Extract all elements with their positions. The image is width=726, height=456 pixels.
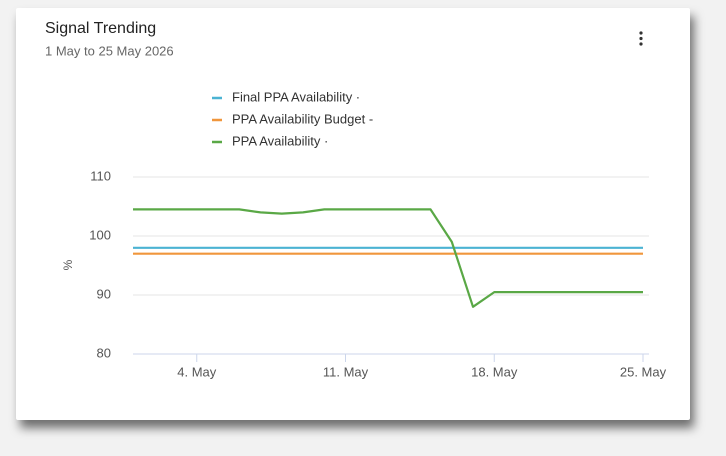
chart-subtitle: 1 May to 25 May 2026 xyxy=(45,43,174,58)
menu-dot[interactable] xyxy=(639,31,643,35)
menu-dot[interactable] xyxy=(639,42,643,46)
legend-label: PPA Availability Budget - xyxy=(232,111,373,126)
legend-label: PPA Availability · xyxy=(232,133,328,148)
card xyxy=(16,8,690,420)
series-line xyxy=(133,208,643,308)
y-tick-label: 110 xyxy=(90,168,111,183)
menu-button[interactable] xyxy=(639,31,643,46)
x-tick-label: 4. May xyxy=(177,364,217,379)
x-tick-label: 25. May xyxy=(620,364,667,379)
x-tick-label: 18. May xyxy=(471,364,518,379)
chart-title: Signal Trending xyxy=(45,20,156,37)
y-tick-label: 80 xyxy=(97,345,111,360)
y-tick-label: 90 xyxy=(97,286,111,301)
menu-dot[interactable] xyxy=(639,36,643,41)
y-axis-label: % xyxy=(61,259,75,270)
x-tick-label: 11. May xyxy=(323,364,369,379)
legend-label: Final PPA Availability · xyxy=(232,89,360,104)
y-tick-label: 100 xyxy=(89,227,111,242)
